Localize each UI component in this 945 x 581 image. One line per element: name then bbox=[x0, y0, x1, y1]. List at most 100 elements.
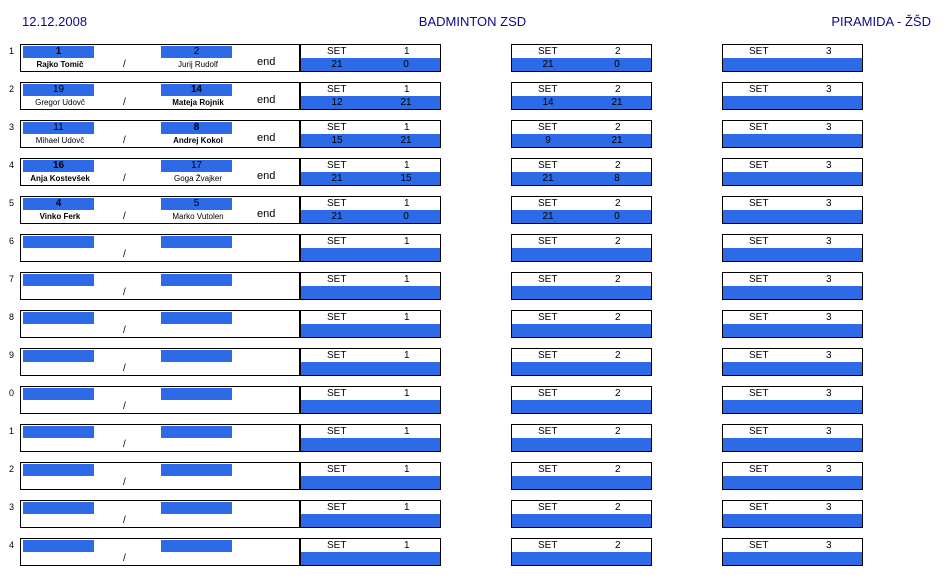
player1-name[interactable]: Anja Kostevšek bbox=[30, 174, 90, 183]
player1-name[interactable]: Vinko Ferk bbox=[39, 212, 81, 221]
score-bar[interactable] bbox=[723, 172, 862, 185]
score-bar[interactable] bbox=[723, 514, 862, 527]
score-player2[interactable]: 0 bbox=[614, 211, 620, 222]
score-bar[interactable] bbox=[301, 286, 440, 299]
score-bar[interactable] bbox=[301, 476, 440, 489]
score-bar[interactable]: 14 21 bbox=[512, 96, 651, 109]
score-player2[interactable]: 21 bbox=[611, 135, 623, 146]
score-bar[interactable] bbox=[723, 476, 862, 489]
score-player1[interactable]: 21 bbox=[331, 211, 343, 222]
score-player1[interactable]: 21 bbox=[331, 173, 343, 184]
player2-seed[interactable]: 17 bbox=[161, 160, 232, 172]
player2-seed[interactable]: 14 bbox=[161, 84, 232, 96]
player2-seed[interactable] bbox=[161, 502, 232, 514]
score-player1[interactable]: 21 bbox=[542, 59, 554, 70]
player1-seed[interactable] bbox=[23, 274, 94, 286]
player2-name[interactable]: Marko Vutolen bbox=[172, 212, 224, 221]
score-player1[interactable]: 15 bbox=[331, 135, 343, 146]
score-bar[interactable] bbox=[512, 248, 651, 261]
player2-seed[interactable]: 5 bbox=[161, 198, 232, 210]
player2-seed[interactable] bbox=[161, 350, 232, 362]
score-player2[interactable]: 0 bbox=[403, 59, 409, 70]
score-bar[interactable]: 21 0 bbox=[301, 210, 440, 223]
score-bar[interactable] bbox=[512, 286, 651, 299]
score-bar[interactable]: 21 0 bbox=[301, 58, 440, 71]
score-player2[interactable]: 15 bbox=[400, 173, 412, 184]
score-bar[interactable] bbox=[301, 248, 440, 261]
score-player2[interactable]: 21 bbox=[611, 97, 623, 108]
player1-seed[interactable] bbox=[23, 236, 94, 248]
score-bar[interactable] bbox=[301, 400, 440, 413]
score-bar[interactable] bbox=[512, 400, 651, 413]
player2-seed[interactable] bbox=[161, 236, 232, 248]
score-player1[interactable]: 21 bbox=[542, 173, 554, 184]
score-player2[interactable]: 8 bbox=[614, 173, 620, 184]
player2-seed[interactable] bbox=[161, 464, 232, 476]
score-player2[interactable]: 0 bbox=[614, 59, 620, 70]
player1-seed[interactable] bbox=[23, 464, 94, 476]
score-player2[interactable]: 0 bbox=[403, 211, 409, 222]
player1-seed[interactable] bbox=[23, 312, 94, 324]
player2-seed[interactable]: 2 bbox=[161, 46, 232, 58]
score-bar[interactable]: 21 8 bbox=[512, 172, 651, 185]
score-bar[interactable] bbox=[301, 438, 440, 451]
player2-seed[interactable] bbox=[161, 274, 232, 286]
player2-seed[interactable] bbox=[161, 540, 232, 552]
score-bar[interactable]: 21 0 bbox=[512, 58, 651, 71]
score-bar[interactable] bbox=[301, 552, 440, 565]
score-bar[interactable]: 12 21 bbox=[301, 96, 440, 109]
player2-seed[interactable]: 8 bbox=[161, 122, 232, 134]
score-player1[interactable]: 9 bbox=[545, 135, 551, 146]
score-bar[interactable] bbox=[512, 324, 651, 337]
score-bar[interactable]: 21 0 bbox=[512, 210, 651, 223]
score-bar[interactable] bbox=[512, 476, 651, 489]
score-bar[interactable] bbox=[512, 514, 651, 527]
score-bar[interactable]: 15 21 bbox=[301, 134, 440, 147]
score-bar[interactable] bbox=[723, 248, 862, 261]
player2-seed[interactable] bbox=[161, 426, 232, 438]
player1-seed[interactable] bbox=[23, 388, 94, 400]
score-bar[interactable] bbox=[723, 362, 862, 375]
player1-seed[interactable] bbox=[23, 350, 94, 362]
player1-seed[interactable]: 19 bbox=[23, 84, 94, 96]
score-bar[interactable] bbox=[723, 324, 862, 337]
score-player1[interactable]: 21 bbox=[542, 211, 554, 222]
score-player2[interactable]: 21 bbox=[400, 135, 412, 146]
player1-seed[interactable]: 11 bbox=[23, 122, 94, 134]
score-player1[interactable]: 12 bbox=[331, 97, 343, 108]
score-bar[interactable] bbox=[512, 438, 651, 451]
player1-seed[interactable] bbox=[23, 426, 94, 438]
player2-seed[interactable] bbox=[161, 312, 232, 324]
player1-seed[interactable]: 1 bbox=[23, 46, 94, 58]
score-bar[interactable] bbox=[301, 362, 440, 375]
score-bar[interactable] bbox=[723, 438, 862, 451]
player2-name[interactable]: Andrej Kokol bbox=[173, 136, 223, 145]
player1-name[interactable]: Gregor Udovč bbox=[35, 98, 85, 107]
player1-seed[interactable] bbox=[23, 540, 94, 552]
score-bar[interactable] bbox=[723, 210, 862, 223]
player1-seed[interactable]: 4 bbox=[23, 198, 94, 210]
score-bar[interactable] bbox=[301, 324, 440, 337]
score-bar[interactable] bbox=[723, 58, 862, 71]
player2-name[interactable]: Jurij Rudolf bbox=[177, 60, 218, 69]
score-bar[interactable] bbox=[723, 400, 862, 413]
player1-name[interactable]: Rajko Tomič bbox=[36, 60, 84, 69]
score-bar[interactable] bbox=[723, 96, 862, 109]
score-bar[interactable] bbox=[512, 552, 651, 565]
score-bar[interactable]: 21 15 bbox=[301, 172, 440, 185]
score-bar[interactable] bbox=[723, 552, 862, 565]
score-bar[interactable]: 9 21 bbox=[512, 134, 651, 147]
score-player2[interactable]: 21 bbox=[400, 97, 412, 108]
player2-name[interactable]: Goga Žvajker bbox=[173, 174, 223, 183]
score-bar[interactable] bbox=[723, 134, 862, 147]
player1-seed[interactable]: 16 bbox=[23, 160, 94, 172]
score-bar[interactable] bbox=[723, 286, 862, 299]
player1-seed[interactable] bbox=[23, 502, 94, 514]
player2-name[interactable]: Mateja Rojnik bbox=[172, 98, 224, 107]
player1-name[interactable]: Mihael Udovč bbox=[35, 136, 85, 145]
score-bar[interactable] bbox=[301, 514, 440, 527]
score-player1[interactable]: 14 bbox=[542, 97, 554, 108]
score-player1[interactable]: 21 bbox=[331, 59, 343, 70]
score-bar[interactable] bbox=[512, 362, 651, 375]
player2-seed[interactable] bbox=[161, 388, 232, 400]
